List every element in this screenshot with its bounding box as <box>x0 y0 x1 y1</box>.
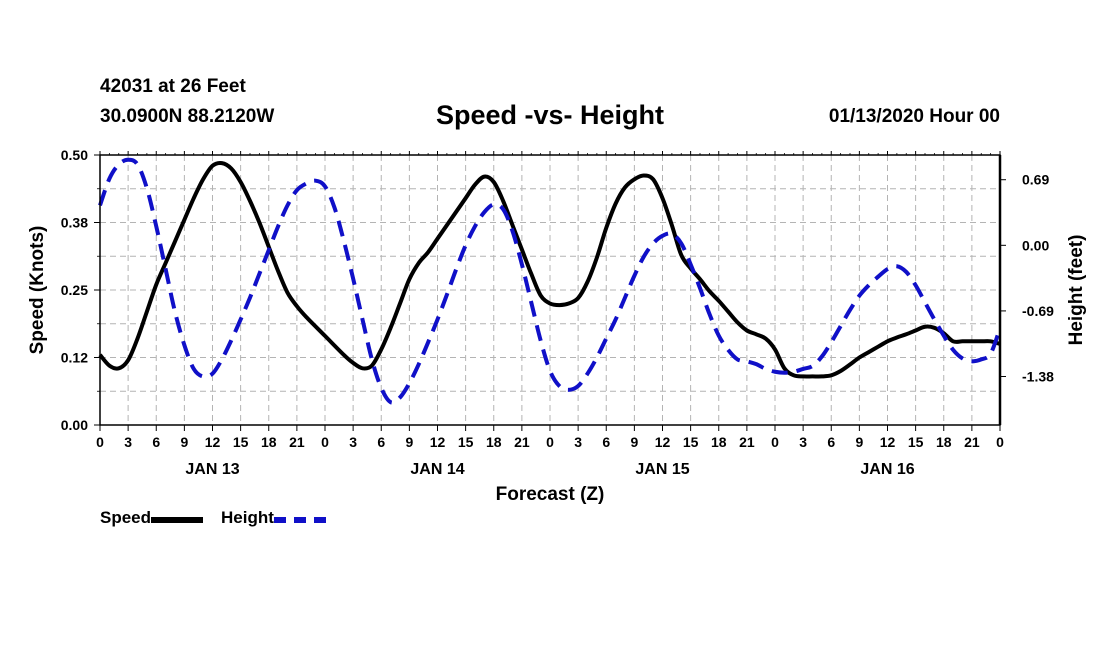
x-tick-label: 6 <box>602 434 610 450</box>
x-tick-label: 0 <box>321 434 329 450</box>
y-tick-label-right: 0.69 <box>1022 172 1049 188</box>
day-label: JAN 15 <box>635 461 689 478</box>
y-tick-label-left: 0.38 <box>61 215 88 231</box>
chart-title: Speed -vs- Height <box>435 100 665 130</box>
legend-speed-label: Speed <box>100 508 152 527</box>
x-tick-label: 18 <box>936 434 952 450</box>
height-series-line <box>98 157 1002 405</box>
station-label: 42031 at 26 Feet <box>100 76 246 97</box>
y-tick-label-right: 0.00 <box>1022 237 1049 253</box>
x-tick-label: 12 <box>430 434 446 450</box>
x-tick-label: 9 <box>855 434 863 450</box>
legend: Speed Height <box>100 508 326 528</box>
x-tick-label: 15 <box>683 434 699 450</box>
x-tick-label: 6 <box>377 434 385 450</box>
x-tick-label: 6 <box>152 434 160 450</box>
y-tick-label-left: 0.25 <box>61 282 88 298</box>
y-tick-label-right: -1.38 <box>1022 369 1054 385</box>
x-tick-label: 18 <box>486 434 502 450</box>
y-tick-label-right: -0.69 <box>1022 303 1054 319</box>
x-tick-label: 12 <box>880 434 896 450</box>
x-tick-label: 21 <box>739 434 755 450</box>
grid <box>100 155 1000 425</box>
x-tick-label: 21 <box>289 434 305 450</box>
x-tick-label: 21 <box>964 434 980 450</box>
legend-height-line <box>273 516 326 523</box>
legend-speed-line <box>151 516 204 523</box>
x-tick-label: 15 <box>458 434 474 450</box>
x-tick-label: 0 <box>771 434 779 450</box>
y-tick-label-left: 0.12 <box>61 350 88 366</box>
day-label: JAN 14 <box>410 461 464 478</box>
day-label: JAN 16 <box>860 461 914 478</box>
x-tick-label: 3 <box>349 434 357 450</box>
x-tick-label: 9 <box>630 434 638 450</box>
x-tick-label: 0 <box>546 434 554 450</box>
legend-height-label: Height <box>221 508 274 527</box>
x-tick-label: 18 <box>711 434 727 450</box>
x-tick-label: 6 <box>827 434 835 450</box>
y-axis-title-left: Speed (Knots) <box>27 226 48 355</box>
x-tick-label: 9 <box>180 434 188 450</box>
x-tick-label: 3 <box>124 434 132 450</box>
axis-labels: 0 3 6 9 12 15 18 21 0 3 6 9 12 15 18 21 0 3 6 9 12 15 18 21 0 3 6 9… <box>27 147 1087 505</box>
series <box>98 157 1002 405</box>
day-label: JAN 13 <box>185 461 239 478</box>
x-axis-title: Forecast (Z) <box>496 484 605 505</box>
forecast-datetime: 01/13/2020 Hour 00 <box>828 106 1000 127</box>
x-tick-label: 15 <box>233 434 249 450</box>
coordinates-label: 30.0900N 88.2120W <box>100 106 275 127</box>
x-tick-label: 12 <box>655 434 671 450</box>
x-tick-label: 0 <box>996 434 1004 450</box>
ticks <box>94 151 1006 431</box>
x-tick-label: 21 <box>514 434 530 450</box>
x-tick-label: 3 <box>574 434 582 450</box>
y-tick-label-left: 0.00 <box>61 417 88 433</box>
x-tick-label: 18 <box>261 434 277 450</box>
speed-series-line <box>98 160 1001 379</box>
x-tick-label: 3 <box>799 434 807 450</box>
x-tick-label: 15 <box>908 434 924 450</box>
x-tick-label: 9 <box>405 434 413 450</box>
y-axis-title-right: Height (feet) <box>1066 235 1087 346</box>
x-tick-label: 12 <box>205 434 221 450</box>
x-tick-label: 0 <box>96 434 104 450</box>
y-tick-label-left: 0.50 <box>61 147 88 163</box>
